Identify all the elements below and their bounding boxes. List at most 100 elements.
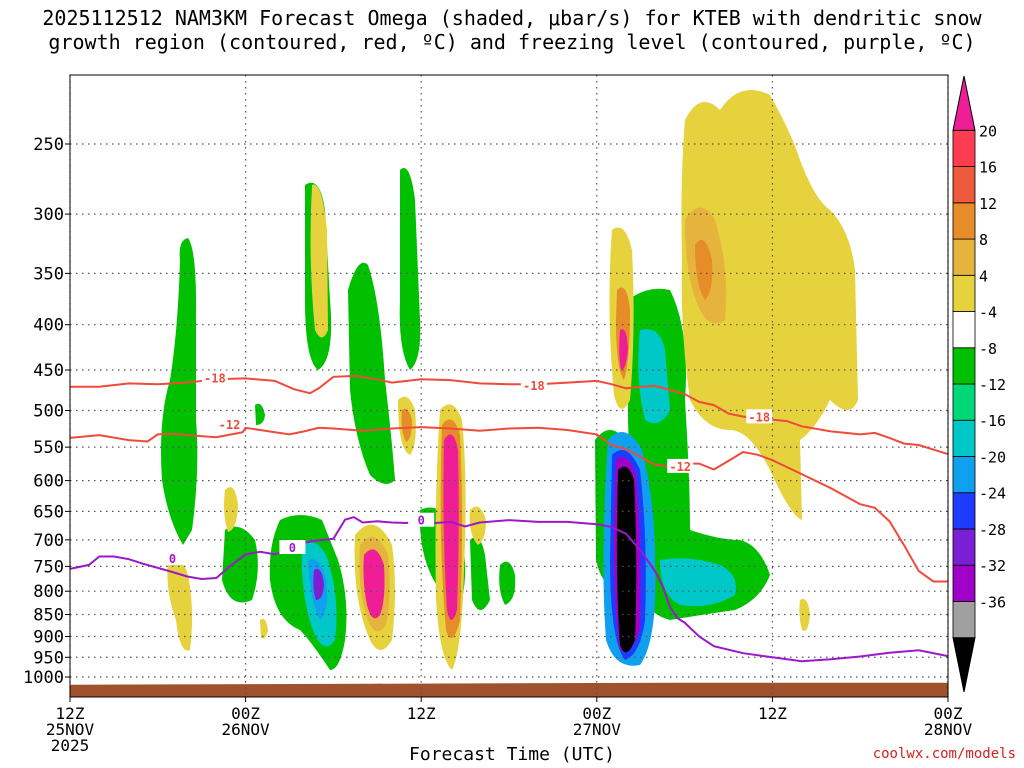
contour-label-bg xyxy=(279,540,306,555)
omega-region xyxy=(313,569,324,600)
colorbar-label: 8 xyxy=(979,231,988,249)
x-tick-label: 12Z xyxy=(56,704,85,723)
contour-label: -18 xyxy=(204,371,226,385)
colorbar-swatch xyxy=(952,528,976,566)
contour-label: 0 xyxy=(169,552,176,566)
colorbar-label: 16 xyxy=(979,159,997,177)
plot-frame xyxy=(69,74,949,698)
omega-region xyxy=(616,466,637,653)
colorbar-label: -28 xyxy=(979,521,1006,539)
y-tick-label: 400 xyxy=(33,316,64,336)
colorbar-swatch xyxy=(952,492,976,530)
colorbar-label: -32 xyxy=(979,557,1006,575)
pressure-axis: 2503003504004505005506006507007508008509… xyxy=(23,135,70,688)
contour-line xyxy=(69,426,948,583)
y-tick-label: 250 xyxy=(33,135,64,155)
contour-label-bg xyxy=(201,370,228,385)
omega-region xyxy=(224,487,238,532)
colorbar-swatch xyxy=(952,347,976,385)
colorbar-label: 12 xyxy=(979,195,997,213)
colorbar-swatch xyxy=(952,166,976,204)
colorbar-swatch xyxy=(952,419,976,457)
colorbar-label: -20 xyxy=(979,448,1006,466)
colorbar-label: -16 xyxy=(979,412,1006,430)
omega-region xyxy=(619,329,628,370)
colorbar-label: -24 xyxy=(979,485,1006,503)
colorbar-label: 4 xyxy=(979,267,988,285)
omega-region xyxy=(401,408,412,442)
x-axis-label: Forecast Time (UTC) xyxy=(409,744,615,765)
contour-label-bg xyxy=(667,458,694,473)
y-tick-label: 300 xyxy=(33,205,64,225)
colorbar-swatch xyxy=(952,456,976,494)
omega-region xyxy=(499,561,516,605)
omega-region xyxy=(799,599,810,631)
credit-link[interactable]: coolwx.com/models xyxy=(872,746,1016,762)
colorbar-swatch xyxy=(952,238,976,276)
contour-line xyxy=(70,374,949,456)
y-tick-label: 450 xyxy=(33,361,64,381)
x-tick-label: 00Z xyxy=(582,704,611,723)
omega-region xyxy=(469,506,486,545)
contour-label-bg xyxy=(159,551,186,566)
y-tick-label: 900 xyxy=(33,627,64,647)
y-tick-label: 650 xyxy=(33,502,64,522)
colorbar-swatch xyxy=(952,383,976,421)
x-tick-label: 12Z xyxy=(758,704,787,723)
colorbar: -36 -32 -28 -24 -20 -16 -12 -8 -4 4 8 12 16 20 xyxy=(952,75,1006,693)
colorbar-label: -12 xyxy=(979,376,1006,394)
y-tick-label: 600 xyxy=(33,472,64,492)
contour-label: -12 xyxy=(219,418,241,432)
x-tick-label: 26NOV xyxy=(222,720,271,739)
colorbar-swatch xyxy=(952,75,976,131)
x-tick-label: 00Z xyxy=(231,704,260,723)
terrain-surface xyxy=(70,682,948,697)
terrain xyxy=(70,682,948,697)
contour-label: 0 xyxy=(418,514,425,528)
contour-label-bg xyxy=(746,409,773,424)
omega-region xyxy=(660,558,736,607)
omega-region xyxy=(161,238,198,545)
omega-region xyxy=(167,557,193,651)
x-tick-label: 00Z xyxy=(934,704,963,723)
y-tick-label: 550 xyxy=(33,438,64,458)
contour-label: -18 xyxy=(523,379,545,393)
colorbar-label: 20 xyxy=(979,122,997,140)
colorbar-swatch xyxy=(952,129,976,167)
contour-label: -12 xyxy=(669,460,691,474)
y-tick-label: 350 xyxy=(33,264,64,284)
chart-title-line-2: growth region (contoured, red, ºC) and f… xyxy=(48,30,976,54)
y-tick-label: 800 xyxy=(33,582,64,602)
y-tick-label: 700 xyxy=(33,531,64,551)
contour-label: -18 xyxy=(748,410,770,424)
omega-region xyxy=(638,329,670,424)
omega-region xyxy=(310,184,328,338)
colorbar-swatch xyxy=(952,637,976,693)
omega-region xyxy=(363,549,385,619)
contour-label-bg xyxy=(216,416,243,431)
y-tick-label: 500 xyxy=(33,402,64,422)
colorbar-swatch xyxy=(952,202,976,240)
omega-region xyxy=(260,618,268,639)
contour-label-bg xyxy=(520,377,547,392)
y-tick-label: 850 xyxy=(33,606,64,626)
x-tick-label: 27NOV xyxy=(573,720,622,739)
x-tick-label: 12Z xyxy=(407,704,436,723)
x-tick-label: 25NOV xyxy=(46,720,95,739)
colorbar-label: -8 xyxy=(979,340,997,358)
colorbar-swatch xyxy=(952,601,976,639)
y-tick-label: 950 xyxy=(33,648,64,668)
colorbar-label: -36 xyxy=(979,593,1006,611)
chart-title-line-1: 2025112512 NAM3KM Forecast Omega (shaded… xyxy=(42,6,982,30)
omega-region xyxy=(695,240,713,300)
colorbar-swatch xyxy=(952,311,976,349)
omega-region xyxy=(470,537,490,610)
contour-label-bg xyxy=(408,512,435,527)
omega-region xyxy=(399,168,421,370)
y-tick-label: 1000 xyxy=(23,668,64,688)
x-tick-label: 28NOV xyxy=(924,720,973,739)
y-tick-label: 750 xyxy=(33,557,64,577)
colorbar-swatch xyxy=(952,274,976,312)
